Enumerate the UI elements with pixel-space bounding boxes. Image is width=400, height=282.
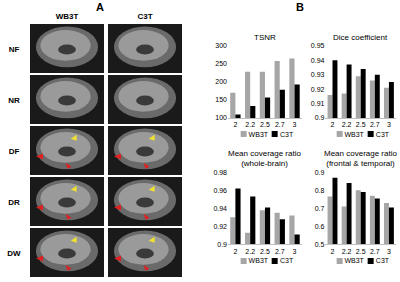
- svg-text:2: 2: [233, 121, 237, 128]
- svg-text:2.2: 2.2: [245, 248, 255, 255]
- svg-text:Dice coefficient: Dice coefficient: [333, 33, 388, 42]
- html-text:WB3T: WB3T: [248, 257, 269, 265]
- svg-text:0.6: 0.6: [315, 223, 325, 230]
- svg-text:0.5: 0.5: [315, 241, 325, 248]
- svg-text:0.93: 0.93: [311, 71, 325, 78]
- svg-text:2: 2: [331, 121, 335, 128]
- html-text:WB3T: WB3T: [344, 130, 364, 138]
- html-text:C3T: C3T: [137, 12, 153, 21]
- svg-text:0.92: 0.92: [311, 86, 325, 93]
- svg-text:2.7: 2.7: [275, 248, 285, 255]
- html-text:C3T: C3T: [375, 257, 390, 265]
- svg-text:0.98: 0.98: [213, 169, 227, 176]
- svg-text:2.7: 2.7: [275, 121, 285, 128]
- html-text:C3T: C3T: [280, 130, 294, 138]
- svg-text:TSNR: TSNR: [254, 33, 276, 42]
- html-text:C3T: C3T: [375, 130, 390, 138]
- svg-text:2.5: 2.5: [260, 248, 270, 255]
- svg-text:2.2: 2.2: [245, 121, 255, 128]
- svg-text:100: 100: [215, 114, 227, 121]
- html-text:WB3T: WB3T: [344, 257, 364, 265]
- svg-text:0.94: 0.94: [311, 57, 325, 64]
- svg-text:0.94: 0.94: [213, 205, 227, 212]
- html-text:A: A: [96, 1, 104, 13]
- svg-text:0.9: 0.9: [217, 241, 227, 248]
- html-text:B: B: [296, 1, 304, 13]
- svg-text:0.8: 0.8: [315, 187, 325, 194]
- html-text:DF: DF: [8, 146, 20, 156]
- svg-text:0.7: 0.7: [315, 205, 325, 212]
- svg-text:Mean coverage ratio(frontal &: Mean coverage ratio(frontal & temporal): [324, 149, 397, 168]
- svg-text:2: 2: [233, 248, 237, 255]
- svg-text:2: 2: [331, 248, 335, 255]
- svg-text:300: 300: [215, 42, 227, 49]
- html-text:WB3T: WB3T: [248, 130, 269, 138]
- svg-text:3: 3: [387, 121, 391, 128]
- svg-text:0.95: 0.95: [311, 42, 325, 49]
- svg-text:150: 150: [215, 96, 227, 103]
- svg-text:200: 200: [215, 78, 227, 85]
- svg-text:2.2: 2.2: [342, 248, 352, 255]
- html-text:WB3T: WB3T: [55, 12, 79, 21]
- html-text:NF: NF: [8, 44, 20, 54]
- svg-text:0.9: 0.9: [315, 169, 325, 176]
- svg-text:250: 250: [215, 60, 227, 67]
- svg-text:3: 3: [293, 121, 297, 128]
- svg-text:2.7: 2.7: [370, 248, 380, 255]
- svg-text:2.2: 2.2: [342, 121, 352, 128]
- svg-text:Mean coverage ratio(whole-brai: Mean coverage ratio(whole-brain): [228, 149, 301, 168]
- html-text:NR: NR: [8, 95, 20, 105]
- svg-text:0.96: 0.96: [213, 187, 227, 194]
- html-text:DW: DW: [7, 248, 21, 258]
- svg-text:2.5: 2.5: [356, 121, 366, 128]
- svg-text:0.92: 0.92: [213, 223, 227, 230]
- svg-text:3: 3: [293, 248, 297, 255]
- svg-text:3: 3: [387, 248, 391, 255]
- svg-text:0.91: 0.91: [311, 100, 325, 107]
- svg-text:2.7: 2.7: [370, 121, 380, 128]
- html-text:C3T: C3T: [280, 257, 294, 265]
- svg-text:0.9: 0.9: [315, 114, 325, 121]
- html-text:DR: DR: [8, 197, 20, 207]
- svg-text:2.5: 2.5: [356, 248, 366, 255]
- svg-text:2.5: 2.5: [260, 121, 270, 128]
